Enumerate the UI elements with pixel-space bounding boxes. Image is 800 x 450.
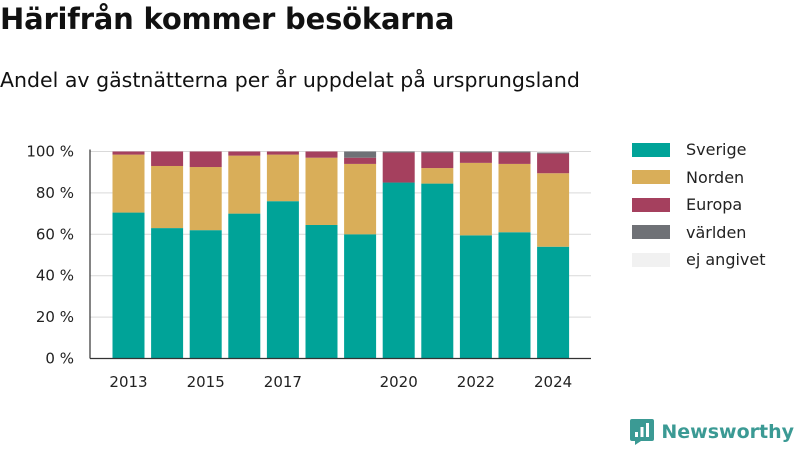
x-tick-label: 2022 [457, 373, 495, 391]
y-tick-label: 0 % [45, 350, 74, 368]
y-tick-label: 80 % [36, 184, 74, 202]
bar-världen [382, 151, 415, 153]
legend-swatch [632, 142, 670, 157]
bar-världen [344, 151, 377, 158]
bar-norden [305, 157, 338, 225]
bar-europa [305, 151, 338, 158]
legend-item: Sverige [632, 136, 766, 164]
bar-europa [498, 152, 531, 164]
x-tick-label: 2015 [187, 373, 225, 391]
legend-swatch [632, 225, 670, 240]
y-tick-label: 60 % [36, 225, 74, 243]
bar-ej-angivet [537, 151, 570, 153]
bar-norden [112, 154, 145, 213]
stacked-bar-chart: 0 % 20 % 40 % 60 % 80 % 100 % 2013 2015 2017 2020… [26, 143, 591, 391]
bar-världen [537, 152, 570, 154]
chart-title: Härifrån kommer besökarna [0, 2, 455, 36]
brand: Newsworthy [629, 418, 794, 446]
bar-sverige [228, 213, 261, 359]
bar-europa [151, 151, 184, 166]
legend-item: Europa [632, 191, 766, 219]
x-tick-label: 2020 [380, 373, 418, 391]
y-tick-label: 100 % [26, 143, 74, 161]
legend-swatch [632, 197, 670, 212]
x-tick-label: 2013 [109, 373, 147, 391]
y-tick-label: 40 % [36, 267, 74, 285]
bar-sverige [189, 230, 222, 359]
bar-norden [459, 162, 492, 236]
newsworthy-logo-icon [630, 419, 655, 445]
bar-sverige [112, 212, 145, 359]
bar-europa [266, 151, 299, 155]
legend-label: världen [686, 222, 747, 242]
legend-swatch [632, 252, 670, 267]
bar-sverige [305, 224, 338, 359]
bar-världen [459, 151, 492, 153]
legend-label: Sverige [686, 140, 747, 160]
bar-norden [228, 155, 261, 214]
legend-item: världen [632, 219, 766, 247]
bar-sverige [266, 201, 299, 359]
bar-sverige [382, 182, 415, 359]
bar-världen [421, 151, 454, 153]
bar-europa [459, 152, 492, 163]
legend-label: ej angivet [686, 250, 766, 270]
chart-legend: Sverige Norden Europa världen ej angivet [632, 136, 766, 274]
x-tick-label: 2017 [264, 373, 302, 391]
bar-norden [151, 165, 184, 229]
chart-subtitle: Andel av gästnätterna per år uppdelat på… [0, 68, 580, 92]
y-tick-label: 20 % [36, 308, 74, 326]
bar-norden [344, 163, 377, 235]
bar-norden [266, 154, 299, 202]
bar-europa [537, 153, 570, 174]
bar-europa [228, 151, 261, 156]
bar-europa [421, 152, 454, 169]
bar-europa [382, 152, 415, 183]
bar-norden [498, 163, 531, 233]
legend-label: Europa [686, 195, 743, 215]
bar-sverige [537, 246, 570, 359]
bar-sverige [498, 232, 531, 359]
legend-label: Norden [686, 167, 745, 187]
bar-norden [189, 167, 222, 231]
legend-swatch [632, 170, 670, 185]
bar-sverige [344, 234, 377, 359]
bar-europa [344, 157, 377, 164]
bar-sverige [459, 235, 492, 359]
x-tick-label: 2024 [534, 373, 572, 391]
bar-norden [537, 173, 570, 247]
bar-norden [421, 168, 454, 184]
bar-sverige [151, 228, 184, 359]
legend-item: ej angivet [632, 246, 766, 274]
bar-europa [189, 151, 222, 168]
brand-name: Newsworthy [661, 421, 794, 443]
legend-item: Norden [632, 164, 766, 192]
bar-världen [498, 151, 531, 153]
bar-sverige [421, 183, 454, 359]
bar-europa [112, 151, 145, 155]
